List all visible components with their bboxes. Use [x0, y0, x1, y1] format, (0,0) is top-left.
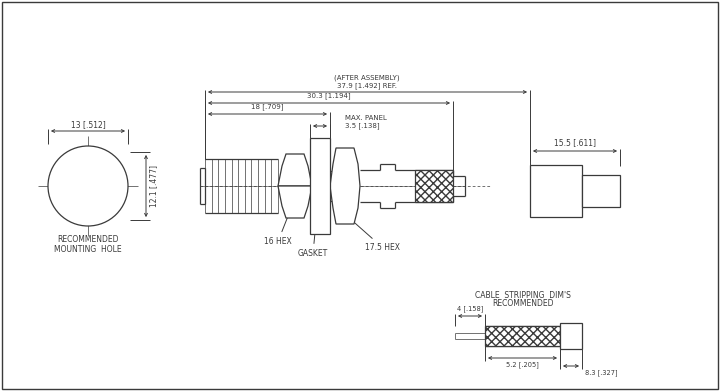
Text: 37.9 [1.492] REF.: 37.9 [1.492] REF. — [337, 83, 397, 90]
Circle shape — [48, 146, 128, 226]
Text: 15.5 [.611]: 15.5 [.611] — [554, 138, 596, 147]
Text: 30.3 [1.194]: 30.3 [1.194] — [307, 93, 351, 99]
Bar — [485, 326, 560, 346]
Text: 4 [.158]: 4 [.158] — [456, 306, 483, 312]
Polygon shape — [278, 154, 312, 186]
Text: 17.5 HEX: 17.5 HEX — [350, 219, 400, 252]
Text: RECOMMENDED: RECOMMENDED — [58, 235, 119, 244]
Text: 8.3 [.327]: 8.3 [.327] — [585, 369, 618, 377]
Bar — [530, 165, 582, 217]
Polygon shape — [278, 186, 312, 218]
Bar — [310, 138, 330, 234]
Text: 18 [.709]: 18 [.709] — [251, 104, 283, 110]
Text: RECOMMENDED: RECOMMENDED — [492, 300, 554, 308]
Bar — [560, 323, 582, 349]
Text: 5.2 [.205]: 5.2 [.205] — [505, 362, 539, 368]
Text: 16 HEX: 16 HEX — [264, 210, 292, 246]
Text: CABLE  STRIPPING  DIM'S: CABLE STRIPPING DIM'S — [475, 291, 571, 300]
Bar — [582, 175, 620, 207]
Text: (AFTER ASSEMBLY): (AFTER ASSEMBLY) — [334, 75, 400, 81]
Text: MOUNTING  HOLE: MOUNTING HOLE — [54, 244, 122, 253]
Text: MAX. PANEL: MAX. PANEL — [345, 115, 387, 121]
Bar — [415, 170, 453, 202]
Text: 13 [.512]: 13 [.512] — [71, 120, 105, 129]
Text: GASKET: GASKET — [298, 226, 328, 258]
Text: 3.5 [.138]: 3.5 [.138] — [345, 123, 379, 129]
Polygon shape — [330, 148, 360, 224]
Text: 12.1 [.477]: 12.1 [.477] — [150, 165, 158, 207]
